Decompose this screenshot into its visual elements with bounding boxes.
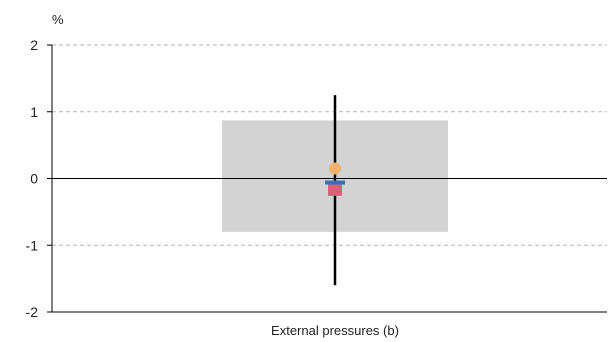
marker-square bbox=[328, 183, 342, 196]
marker-circle bbox=[329, 162, 341, 175]
y-tick-label: 2 bbox=[30, 37, 38, 53]
markers bbox=[325, 162, 345, 196]
y-tick-labels: 2 1 0 -1 -2 bbox=[26, 37, 52, 320]
y-unit-label: % bbox=[52, 12, 64, 27]
y-tick-label: -1 bbox=[26, 237, 39, 253]
y-tick-label: -2 bbox=[26, 304, 39, 320]
x-category-label: External pressures (b) bbox=[271, 323, 399, 338]
grid-lines bbox=[52, 44, 607, 246]
y-tick-label: 0 bbox=[30, 171, 38, 187]
y-tick-label: 1 bbox=[30, 104, 38, 120]
marker-line bbox=[325, 180, 345, 185]
